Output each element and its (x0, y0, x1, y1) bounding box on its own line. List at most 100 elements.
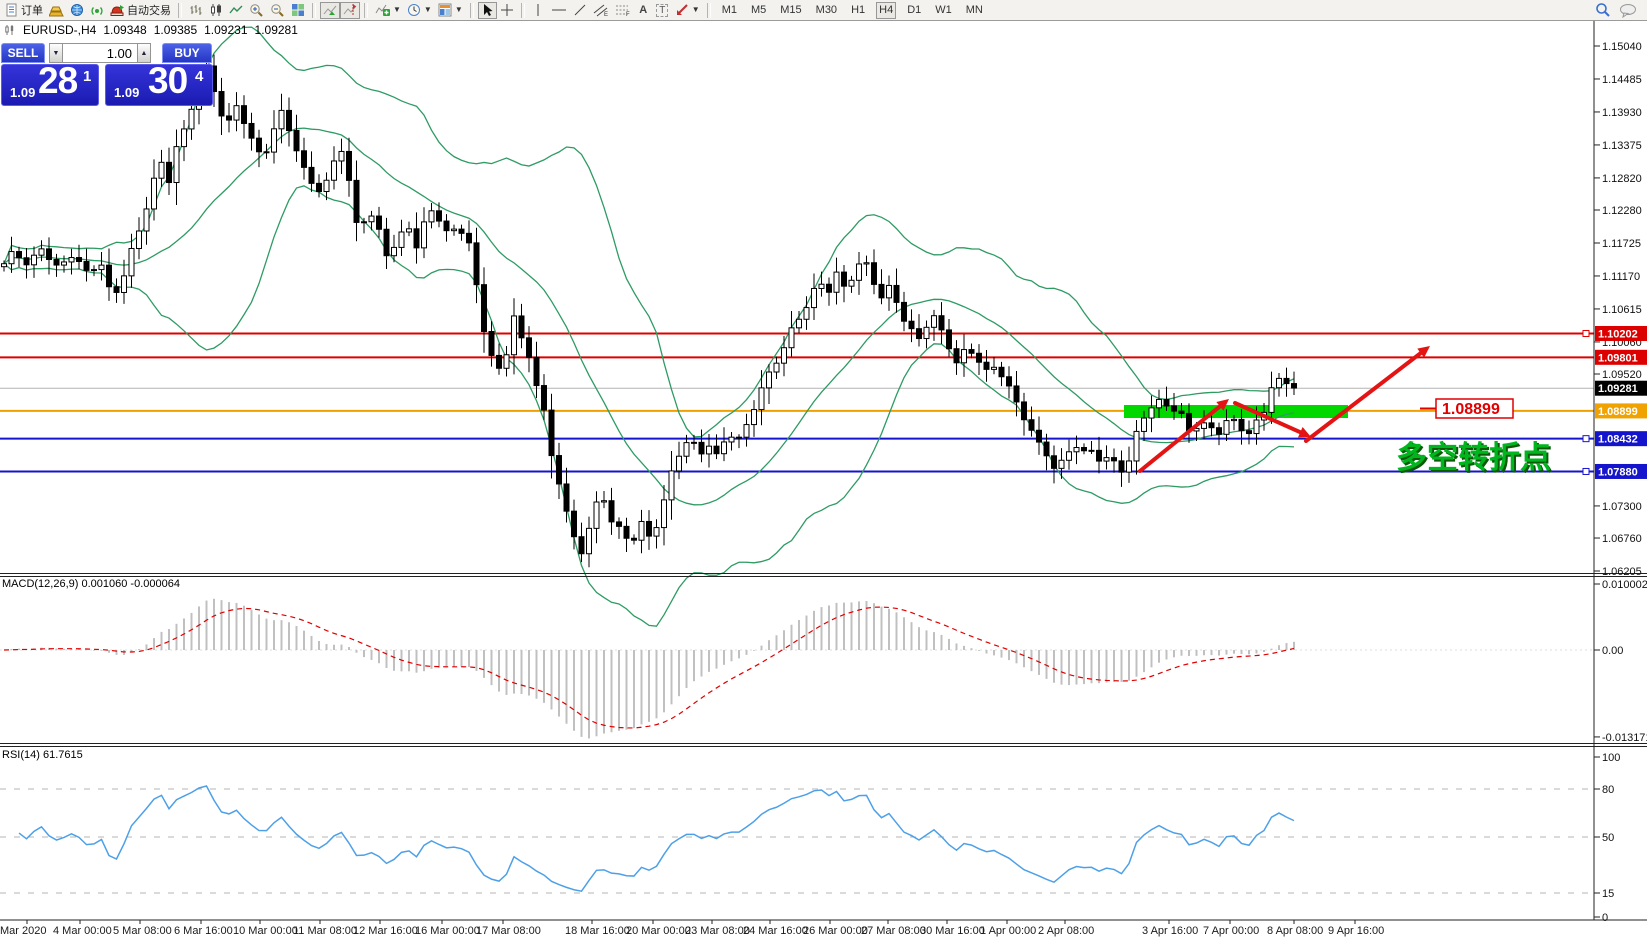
search-icon[interactable] (1595, 2, 1611, 18)
symbol-period-label: EURUSD-,H4 (23, 23, 97, 37)
line-chart-button[interactable] (226, 2, 246, 19)
new-order-button[interactable]: 订单 (2, 2, 46, 19)
svg-text:F: F (626, 12, 630, 17)
price-tick-label: 1.06760 (1602, 533, 1642, 545)
price-badge (1595, 431, 1647, 447)
price-badge (1595, 463, 1647, 479)
tf-button-d1[interactable]: D1 (907, 4, 922, 16)
tf-button-m1[interactable]: M1 (721, 4, 737, 16)
support-zone-rect (1124, 405, 1348, 418)
price-badge-text: 1.10202 (1598, 328, 1638, 340)
crosshair-button[interactable] (497, 2, 517, 19)
time-axis-label: 5 Mar 08:00 (113, 925, 172, 937)
text-label-button[interactable]: T (653, 2, 672, 19)
price-axis: 1.15040 1.14485 1.13930 1.13375 1.12820 1.122… (0, 21, 1647, 921)
trendline-button[interactable] (570, 2, 590, 19)
indicators-button[interactable]: ▼ (372, 2, 404, 19)
tf-button-h4[interactable]: H4 (876, 1, 897, 19)
tf-button-m15[interactable]: M15 (780, 4, 802, 16)
line-handle[interactable] (1582, 467, 1590, 475)
chart-icon (5, 25, 14, 35)
bar-chart-icon (190, 5, 202, 15)
template-icon (438, 3, 452, 17)
news-button[interactable] (67, 2, 87, 19)
time-axis-label: 9 Apr 16:00 (1328, 925, 1384, 937)
bollinger-upper (3, 26, 1295, 438)
price-badge (1595, 403, 1647, 419)
price-tick-label: 1.13930 (1602, 107, 1642, 119)
tf-button-m30[interactable]: M30 (815, 4, 838, 16)
arrows-button[interactable]: ▼ (672, 2, 703, 19)
templates-button[interactable]: ▼ (435, 2, 466, 19)
candlestick-icon (211, 4, 221, 16)
buy-button[interactable]: BUY (162, 43, 212, 63)
channel-icon: E (593, 4, 608, 17)
time-axis-label: 24 Mar 16:00 (743, 925, 808, 937)
zoom-in-button[interactable] (246, 2, 267, 19)
trade-panel-controls: SELL ▼ ▲ BUY (1, 43, 214, 63)
bollinger-bands (3, 26, 1295, 627)
top-toolbar: 订单 自动交易 (0, 0, 1647, 21)
fibonacci-button[interactable]: F (612, 2, 634, 19)
horizontal-line-button[interactable] (548, 2, 570, 19)
periods-button[interactable]: ▼ (404, 2, 435, 19)
support-zone[interactable] (1124, 405, 1348, 418)
market-watch-button[interactable] (46, 2, 67, 19)
bar-chart-button[interactable] (186, 2, 206, 19)
rsi-tick-label: 80 (1602, 784, 1614, 796)
auto-scroll-button[interactable] (320, 1, 340, 19)
time-axis-label: 17 Mar 08:00 (476, 925, 541, 937)
time-axis-label: 10 Mar 00:00 (233, 925, 298, 937)
signals-button[interactable] (87, 2, 107, 19)
price-tag-text: 1.08899 (1442, 401, 1500, 418)
time-axis-label: 30 Mar 16:00 (920, 925, 985, 937)
time-axis-label: 8 Apr 08:00 (1267, 925, 1323, 937)
price-tag-box[interactable] (1435, 398, 1514, 419)
rsi-tick-label: 0 (1602, 912, 1608, 924)
toolbar-separator (178, 2, 182, 18)
sell-price-panel[interactable]: 1.09 28 1 (1, 60, 99, 106)
zoom-out-button[interactable] (267, 2, 288, 19)
buy-price-panel[interactable]: 1.09 30 4 (105, 60, 213, 106)
bollinger-lower (3, 185, 1295, 627)
clock-icon (407, 4, 420, 16)
bollinger-middle (3, 127, 1295, 506)
vertical-line-button[interactable] (529, 2, 548, 19)
rsi-tick-label: 50 (1602, 832, 1614, 844)
tf-button-w1[interactable]: W1 (935, 4, 952, 16)
line-handle[interactable] (1582, 329, 1590, 337)
tf-button-mn[interactable]: MN (965, 4, 983, 16)
equidistant-channel-button[interactable]: E (590, 2, 612, 19)
macd-signal-line (3, 606, 1295, 729)
price-badge (1595, 380, 1647, 396)
shapes-arrow-icon (676, 4, 688, 15)
chat-icon[interactable] (1619, 3, 1637, 18)
tf-button-m5[interactable]: M5 (750, 4, 767, 16)
text-a-icon: A (639, 4, 648, 16)
gold-bars-icon (49, 6, 64, 17)
rsi-tick-label: 100 (1602, 752, 1620, 764)
volume-decrease-button[interactable]: ▼ (49, 43, 63, 63)
toolbar-separator (520, 2, 525, 18)
rsi-pane: 100 80 50 15 0 (0, 752, 1620, 924)
cursor-button[interactable] (477, 1, 497, 19)
time-axis: Mar 2020 4 Mar 00:00 5 Mar 08:00 6 Mar 16:0… (0, 920, 1384, 937)
volume-input[interactable] (63, 43, 137, 63)
tf-button-h1[interactable]: H1 (851, 4, 866, 16)
tile-windows-button[interactable] (288, 2, 308, 19)
volume-increase-button[interactable]: ▲ (137, 43, 151, 63)
low-price: 1.09231 (204, 23, 248, 37)
price-tick-label: 1.07300 (1602, 501, 1642, 513)
sell-button[interactable]: SELL (1, 43, 45, 63)
price-tick-label: 1.06205 (1602, 566, 1642, 578)
candlestick-button[interactable] (206, 2, 226, 19)
price-tick-label: 1.12820 (1602, 173, 1642, 185)
autotrading-button[interactable]: 自动交易 (107, 2, 174, 19)
text-button[interactable]: A (634, 2, 653, 19)
trendline-icon (574, 4, 586, 16)
line-handle[interactable] (1582, 435, 1590, 443)
time-axis-label: 23 Mar 08:00 (685, 925, 750, 937)
chart-shift-button[interactable] (340, 1, 360, 19)
